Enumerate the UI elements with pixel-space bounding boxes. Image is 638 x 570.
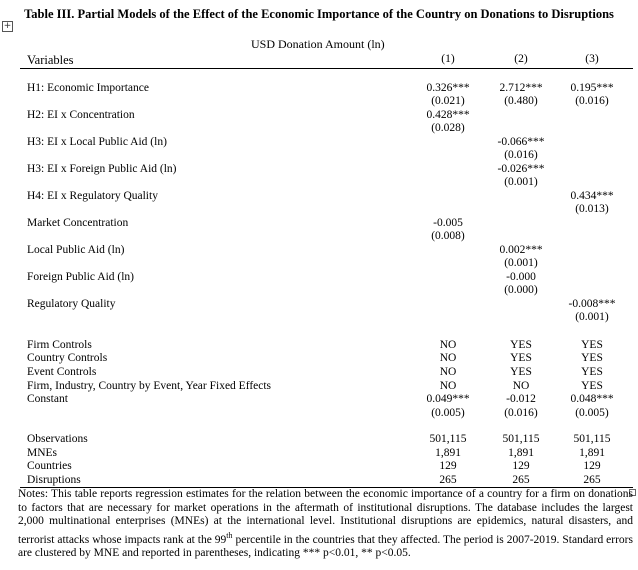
coefficient-cell: 0.326*** <box>426 82 470 94</box>
coefficient-cell: -0.005 <box>433 217 463 229</box>
std-error-cell: (0.008) <box>431 230 465 242</box>
stat-label: Disruptions <box>27 474 81 486</box>
control-value: 0.049*** <box>426 393 470 405</box>
row-label: Regulatory Quality <box>27 298 116 310</box>
control-label: Firm, Industry, Country by Event, Year F… <box>27 380 272 392</box>
dependent-variable-label: USD Donation Amount (ln) <box>251 37 385 51</box>
row-label: H2: EI x Concentration <box>27 109 135 121</box>
stat-label: Observations <box>27 433 88 445</box>
std-error-cell: (0.028) <box>431 122 465 134</box>
control-value: YES <box>581 380 603 392</box>
coefficient-cell: 2.712*** <box>499 82 543 94</box>
stat-value: 129 <box>439 460 457 472</box>
stat-value: 265 <box>583 474 601 486</box>
std-error-cell: (0.013) <box>575 203 609 215</box>
stat-label: MNEs <box>27 447 58 459</box>
control-value: YES <box>510 339 532 351</box>
control-value: NO <box>439 339 457 351</box>
stat-value: 501,115 <box>573 433 611 445</box>
std-error-cell: (0.005) <box>431 407 465 419</box>
control-value: NO <box>439 366 457 378</box>
stat-value: 265 <box>512 474 530 486</box>
std-error-cell: (0.005) <box>575 407 609 419</box>
control-value: YES <box>510 352 532 364</box>
stat-value: 1,891 <box>508 447 534 459</box>
header-column: (2) <box>514 53 528 65</box>
std-error-cell: (0.021) <box>431 95 465 107</box>
coefficient-cell: -0.000 <box>506 271 536 283</box>
control-value: YES <box>581 352 603 364</box>
std-error-cell: (0.016) <box>504 407 538 419</box>
control-value: YES <box>510 366 532 378</box>
std-error-cell: (0.016) <box>504 149 538 161</box>
control-value: NO <box>439 352 457 364</box>
resize-handle-icon[interactable] <box>629 489 636 496</box>
stat-label: Countries <box>27 460 72 472</box>
control-value: NO <box>512 380 530 392</box>
std-error-cell: (0.001) <box>504 176 538 188</box>
table-notes: Notes: This table reports regression est… <box>18 488 633 560</box>
header-variables: Variables <box>27 53 74 67</box>
row-label: H3: EI x Foreign Public Aid (ln) <box>27 163 177 175</box>
coefficient-cell: -0.066*** <box>497 136 545 148</box>
control-label: Firm Controls <box>27 339 92 351</box>
stat-value: 501,115 <box>502 433 540 445</box>
header-rule <box>20 68 633 69</box>
row-label: Market Concentration <box>27 217 129 229</box>
stat-value: 129 <box>583 460 601 472</box>
table-title: Table III. Partial Models of the Effect … <box>24 7 614 21</box>
header-column: (3) <box>585 53 599 65</box>
stat-value: 501,115 <box>429 433 467 445</box>
row-label: Local Public Aid (ln) <box>27 244 125 256</box>
stat-value: 265 <box>439 474 457 486</box>
stat-value: 129 <box>512 460 530 472</box>
control-label: Country Controls <box>27 352 108 364</box>
coefficient-cell: 0.002*** <box>499 244 543 256</box>
coefficient-cell: 0.434*** <box>570 190 614 202</box>
coefficient-cell: 0.428*** <box>426 109 470 121</box>
control-value: YES <box>581 339 603 351</box>
expand-icon[interactable]: + <box>2 21 13 32</box>
bottom-rule <box>20 487 633 488</box>
control-value: -0.012 <box>506 393 536 405</box>
stat-value: 1,891 <box>579 447 605 459</box>
stat-value: 1,891 <box>435 447 461 459</box>
std-error-cell: (0.001) <box>504 257 538 269</box>
control-value: YES <box>581 366 603 378</box>
control-label: Event Controls <box>27 366 97 378</box>
coefficient-cell: -0.008*** <box>568 298 616 310</box>
std-error-cell: (0.000) <box>504 284 538 296</box>
header-column: (1) <box>441 53 455 65</box>
control-label: Constant <box>27 393 68 405</box>
std-error-cell: (0.480) <box>504 95 538 107</box>
std-error-cell: (0.016) <box>575 95 609 107</box>
std-error-cell: (0.001) <box>575 311 609 323</box>
control-value: 0.048*** <box>570 393 614 405</box>
coefficient-cell: 0.195*** <box>570 82 614 94</box>
row-label: H3: EI x Local Public Aid (ln) <box>27 136 167 148</box>
coefficient-cell: -0.026*** <box>497 163 545 175</box>
row-label: H1: Economic Importance <box>27 82 149 94</box>
control-value: NO <box>439 380 457 392</box>
row-label: Foreign Public Aid (ln) <box>27 271 135 283</box>
row-label: H4: EI x Regulatory Quality <box>27 190 158 202</box>
